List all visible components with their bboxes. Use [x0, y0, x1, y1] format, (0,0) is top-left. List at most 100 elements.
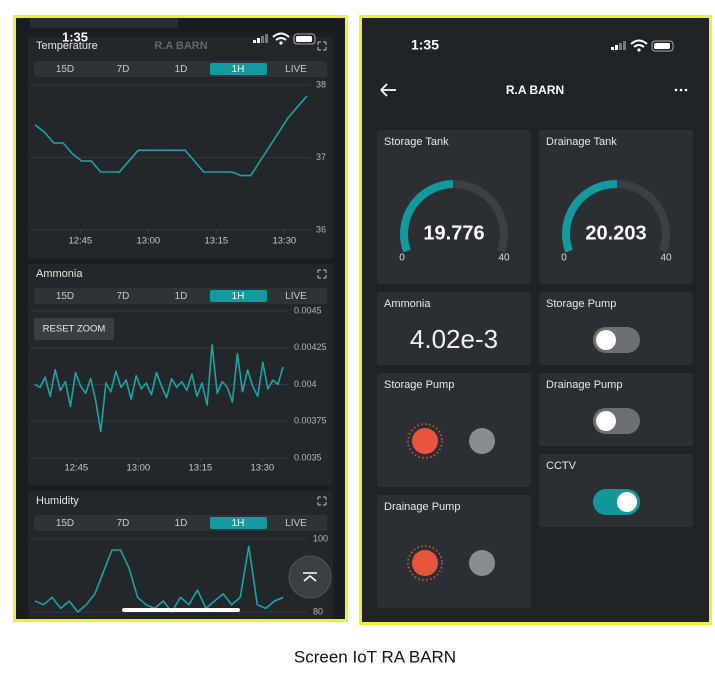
range-button: 1D — [175, 64, 188, 75]
widget-card — [377, 495, 531, 608]
left-status-time: 1:35 — [62, 29, 88, 44]
battery-level — [296, 36, 312, 42]
data-line — [34, 344, 284, 433]
range-button: LIVE — [285, 518, 307, 529]
x-tick-label: 13:00 — [136, 236, 160, 247]
y-tick-label: 100 — [313, 533, 328, 543]
toggle-knob[interactable] — [596, 330, 616, 350]
gauge-max: 40 — [498, 253, 510, 264]
widget-title: Drainage Pump — [384, 501, 460, 513]
gauge-min: 0 — [399, 253, 405, 264]
wifi-dot — [279, 41, 283, 45]
reset-zoom-label: RESET ZOOM — [43, 324, 106, 335]
menu-dot[interactable] — [684, 88, 688, 92]
y-tick-label: 38 — [316, 79, 326, 89]
y-tick-label: 0.00375 — [294, 416, 327, 426]
x-tick-label: 13:15 — [188, 463, 212, 474]
widget-title: Storage Pump — [546, 298, 616, 310]
expand-icon[interactable] — [317, 269, 327, 279]
signal-bar — [611, 47, 614, 50]
range-button: 1H — [232, 518, 245, 529]
widget-card — [377, 130, 531, 284]
left-screen: Temperature 15D 7D 1D 1H LIVE 36 37 38 12:45 13:00… — [28, 18, 333, 619]
range-button: LIVE — [285, 64, 307, 75]
x-tick-label: 13:30 — [272, 236, 296, 247]
wifi-icon — [630, 39, 648, 48]
signal-bar — [619, 43, 622, 50]
range-button: 7D — [117, 64, 130, 75]
expand-icon[interactable] — [317, 41, 327, 51]
range-selected[interactable] — [210, 63, 267, 75]
signal-bar — [261, 36, 264, 43]
battery-level — [654, 43, 670, 49]
battery — [651, 40, 674, 52]
gauge-max: 40 — [660, 253, 672, 264]
signal-bar — [615, 45, 618, 50]
wifi-dot — [637, 48, 641, 52]
menu-dot[interactable] — [674, 88, 678, 92]
widget-card — [539, 130, 693, 284]
range-button: 1D — [175, 291, 188, 302]
range-button: 15D — [56, 518, 74, 529]
x-tick-label: 12:45 — [64, 463, 88, 474]
range-button: 1H — [232, 291, 245, 302]
y-tick-label: 80 — [313, 606, 323, 616]
home-indicator — [122, 608, 240, 612]
widget-title: Drainage Pump — [546, 379, 622, 391]
battery — [293, 33, 316, 45]
back-arrow[interactable] — [380, 83, 396, 97]
range-selected[interactable] — [210, 290, 267, 302]
gauge-value-arc — [400, 180, 454, 253]
y-tick-label: 0.0045 — [294, 305, 322, 315]
chart-title: Temperature — [36, 40, 98, 52]
signal-bar — [257, 38, 260, 43]
range-button: 1H — [232, 64, 245, 75]
wifi-icon — [272, 32, 290, 41]
chart-card — [28, 37, 333, 258]
top-bar — [30, 18, 178, 28]
menu-dot[interactable] — [679, 88, 683, 92]
signal-bar — [623, 41, 626, 50]
toggle-knob[interactable] — [596, 411, 616, 431]
signal-bar — [253, 40, 256, 43]
toggle-knob[interactable] — [617, 492, 637, 512]
x-tick-label: 13:15 — [204, 236, 228, 247]
led-glow — [407, 423, 443, 459]
caption: Screen IoT RA BARN — [294, 647, 456, 666]
led — [469, 428, 495, 454]
y-tick-label: 36 — [316, 224, 326, 234]
chart-title: Humidity — [36, 495, 79, 507]
widget-title: Ammonia — [384, 298, 431, 310]
range-selected[interactable] — [210, 517, 267, 529]
y-tick-label: 0.004 — [294, 379, 317, 389]
widget-value: 4.02e-3 — [410, 324, 498, 354]
expand-icon[interactable] — [317, 496, 327, 506]
gauge-value: 20.203 — [585, 222, 646, 244]
gauge-value: 19.776 — [423, 222, 484, 244]
range-button: LIVE — [285, 291, 307, 302]
signal-bar — [265, 34, 268, 43]
led — [469, 550, 495, 576]
range-button: 15D — [56, 291, 74, 302]
data-line — [34, 545, 284, 613]
widget-title: Storage Tank — [384, 136, 449, 148]
right-title: R.A BARN — [506, 83, 564, 97]
widget-title: Storage Pump — [384, 379, 454, 391]
widget-title: CCTV — [546, 460, 577, 472]
range-button: 7D — [117, 518, 130, 529]
y-tick-label: 0.0035 — [294, 452, 322, 462]
y-tick-label: 0.00425 — [294, 342, 327, 352]
chart-title: Ammonia — [36, 268, 83, 280]
chart-card — [28, 491, 333, 619]
left-header-title: R.A BARN — [154, 40, 207, 52]
right-status-time: 1:35 — [411, 37, 439, 53]
reset-zoom-button[interactable] — [34, 318, 114, 340]
widget-title: Drainage Tank — [546, 136, 617, 148]
y-tick-label: 37 — [316, 152, 326, 162]
range-button: 7D — [117, 291, 130, 302]
data-line — [34, 95, 308, 177]
widget-card — [377, 373, 531, 487]
gauge-value-arc — [562, 180, 618, 253]
